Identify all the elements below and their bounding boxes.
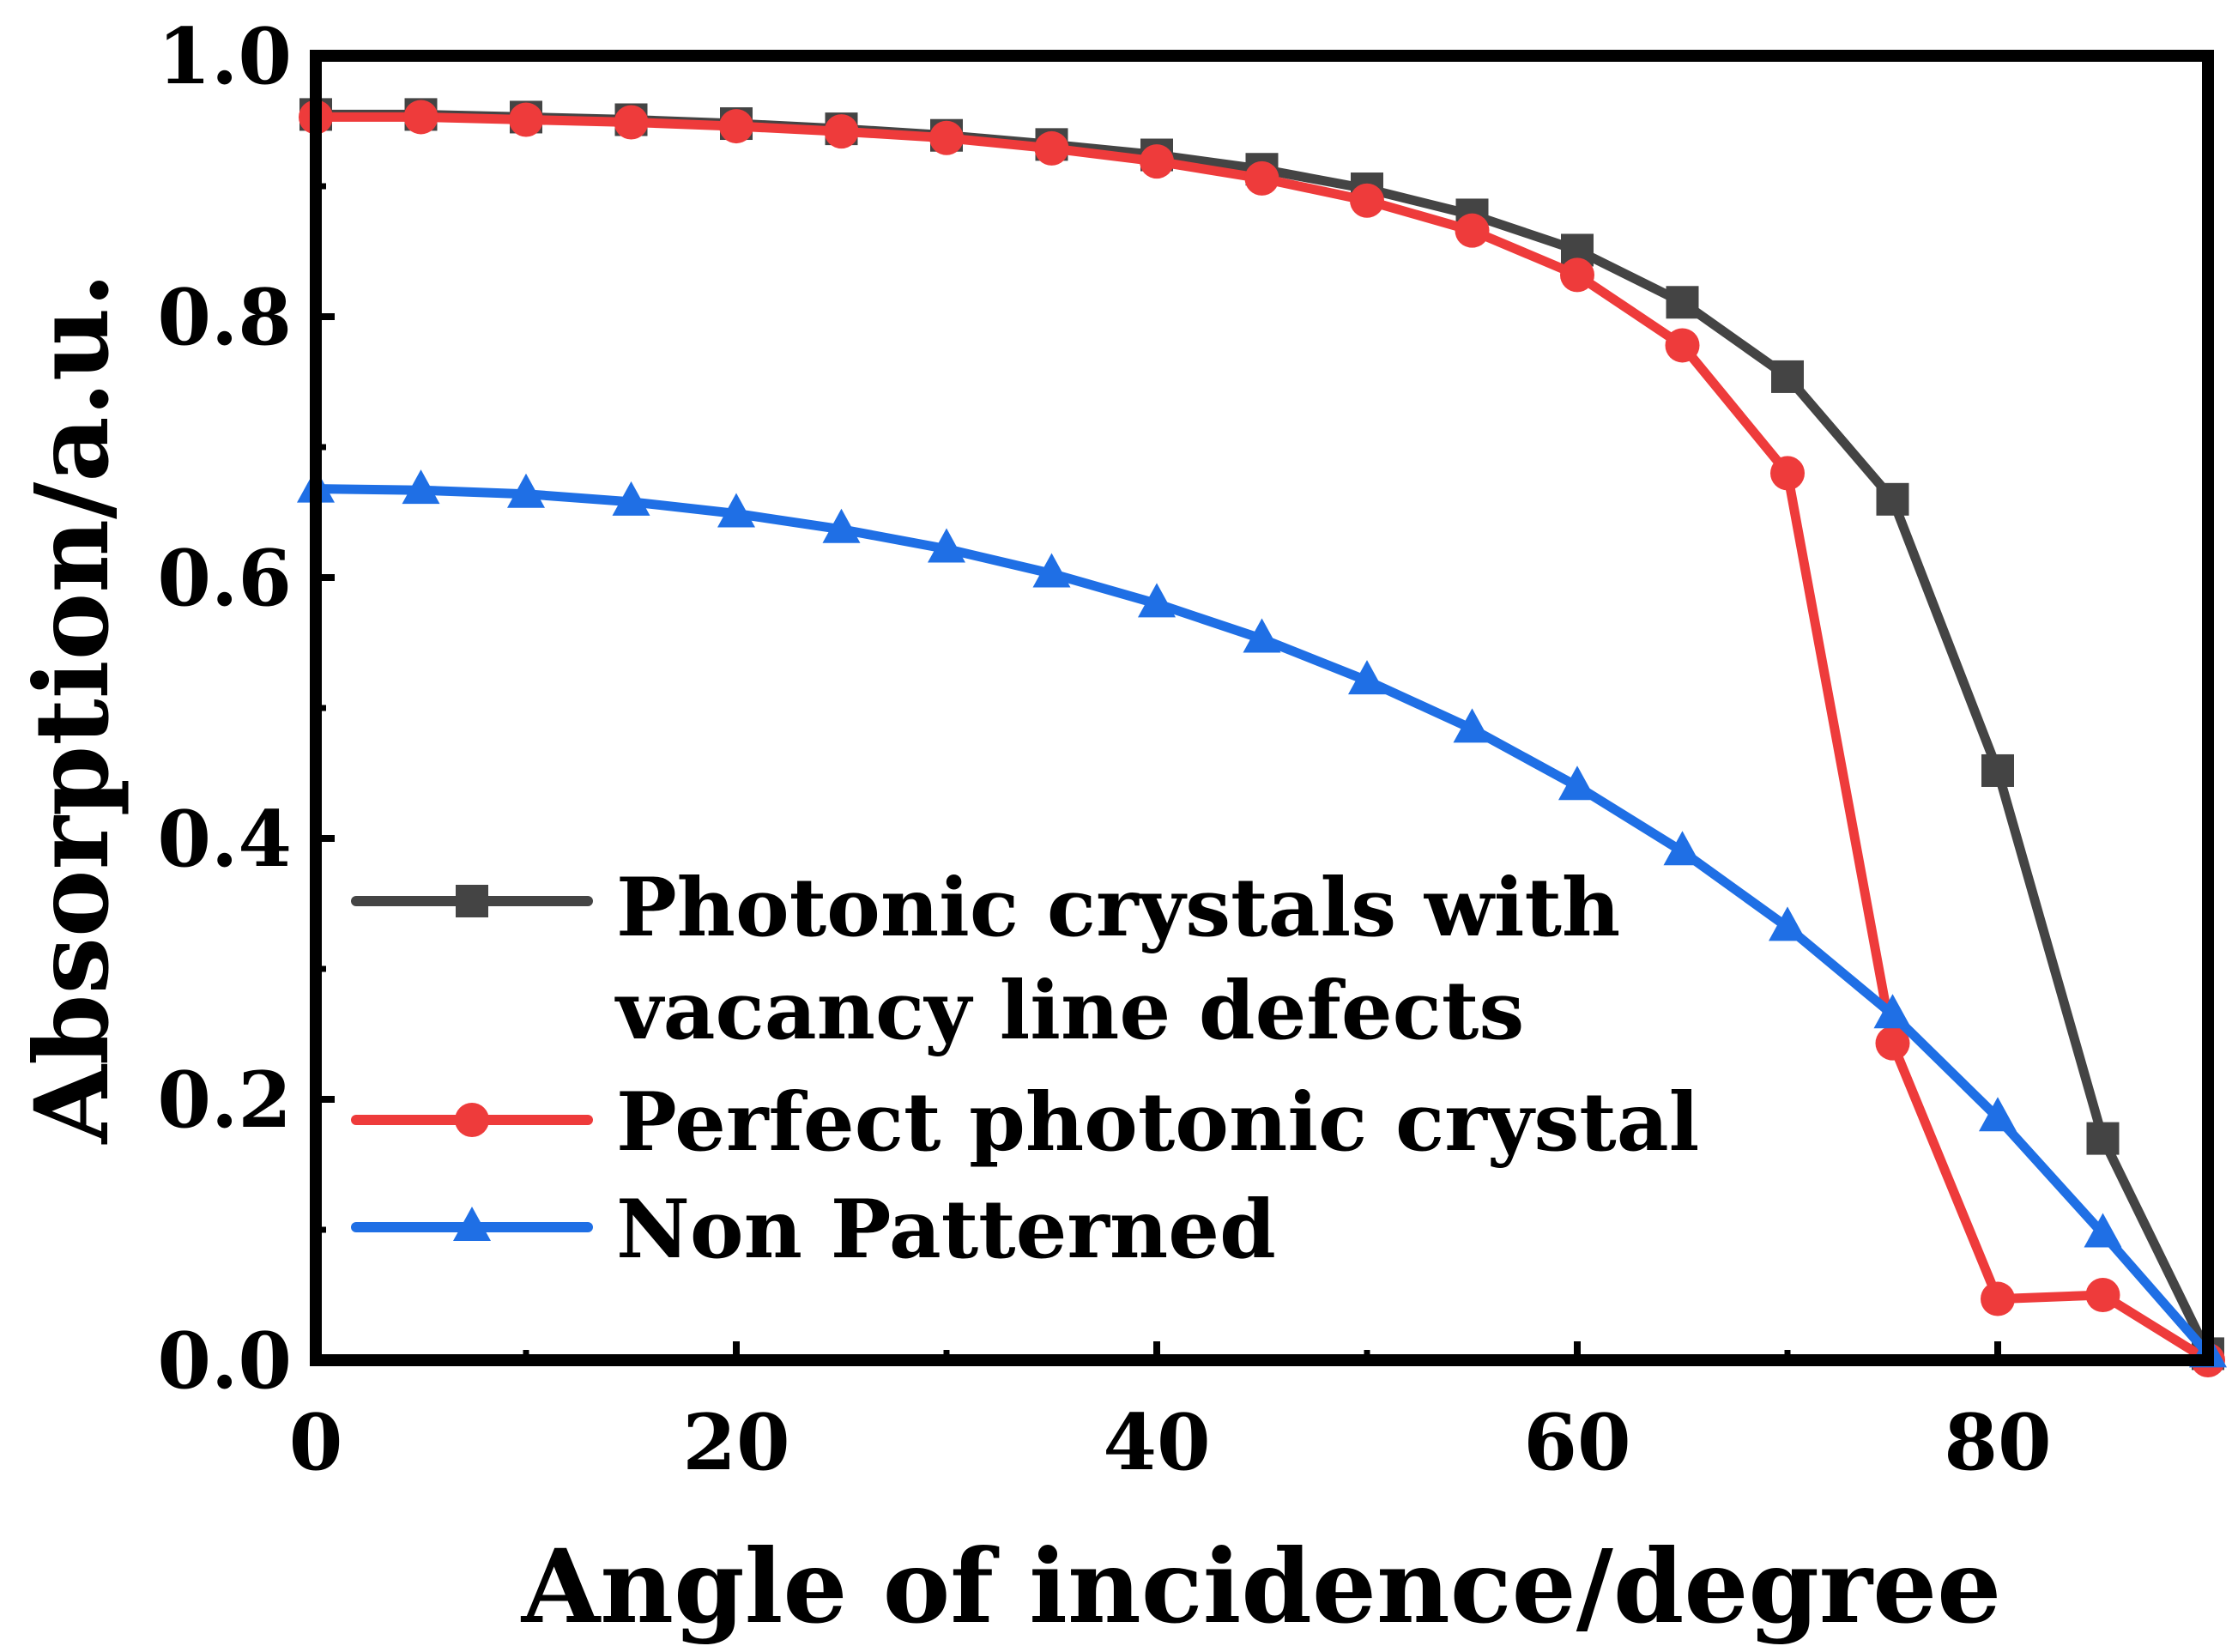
x-tick-label: 0 [289,1397,343,1488]
data-point-photonic-crystals-with-vacancy-line-defects [1666,286,1699,319]
x-tick-label: 20 [682,1397,789,1488]
y-tick-label: 0.8 [157,272,292,363]
y-tick-label: 0.6 [157,533,292,624]
data-point-perfect-photonic-crystal [403,100,439,135]
series-perfect-photonic-crystal [299,100,2225,1377]
data-point-non-patterned [612,481,650,516]
legend-entry-perfect-photonic-crystal: Perfect photonic crystal [351,1075,1699,1170]
legend-entry-non-patterned: Non Patterned [351,1183,1276,1277]
legend-label: Perfect photonic crystal [616,1075,1699,1170]
data-point-non-patterned [928,528,965,563]
data-point-non-patterned [1873,994,1912,1029]
data-point-non-patterned [822,508,861,543]
data-point-non-patterned [1979,1097,2017,1132]
legend-swatch-marker [456,885,488,917]
data-point-perfect-photonic-crystal [824,114,859,149]
legend-swatch-marker [453,1207,491,1241]
y-axis-title: Absorption/a.u. [12,272,131,1144]
data-point-photonic-crystals-with-vacancy-line-defects [1876,482,1909,516]
data-point-non-patterned [1663,831,1702,866]
data-point-non-patterned [1032,553,1071,588]
data-point-non-patterned [1348,660,1386,695]
data-point-perfect-photonic-crystal [614,105,649,140]
y-tick-label: 0.0 [157,1316,292,1407]
x-axis-title: Angle of incidence/degree [521,1527,2001,1646]
data-point-photonic-crystals-with-vacancy-line-defects [2086,1122,2120,1155]
series-line-perfect-photonic-crystal [311,112,2213,1365]
legend-label: vacancy line defects [614,964,1524,1058]
x-tick-label: 60 [1523,1397,1630,1488]
legend-swatch-marker [455,1103,489,1137]
data-point-non-patterned [1138,583,1176,618]
data-point-perfect-photonic-crystal [1034,130,1069,166]
data-point-perfect-photonic-crystal [1560,257,1594,293]
ticks-layer: 0 20 40 60 80 0.0 0.2 0.4 0.6 0.8 1.0 [157,11,2051,1488]
data-point-perfect-photonic-crystal [929,120,964,155]
data-point-perfect-photonic-crystal [1140,144,1174,179]
data-point-non-patterned [507,473,545,508]
legend-label: Photonic crystals with [616,861,1620,955]
data-point-non-patterned [1558,765,1596,801]
data-point-perfect-photonic-crystal [509,102,543,137]
data-point-non-patterned [1243,618,1281,653]
data-point-perfect-photonic-crystal [2085,1278,2120,1312]
series-layer [297,98,2227,1377]
data-point-non-patterned [1769,906,1806,941]
data-point-non-patterned [717,493,755,528]
data-point-perfect-photonic-crystal [1455,213,1490,248]
data-point-perfect-photonic-crystal [719,109,753,144]
series-photonic-crystals-with-vacancy-line-defects [299,98,2224,1371]
x-tick-label: 40 [1103,1397,1210,1488]
legend-label: Non Patterned [616,1183,1276,1277]
data-point-perfect-photonic-crystal [1981,1281,2015,1316]
data-point-perfect-photonic-crystal [1244,160,1279,196]
data-point-perfect-photonic-crystal [1350,183,1384,218]
x-tick-label: 80 [1944,1397,2051,1488]
data-point-non-patterned [2084,1213,2122,1248]
data-point-photonic-crystals-with-vacancy-line-defects [1771,360,1804,393]
data-point-non-patterned [402,469,440,505]
data-point-perfect-photonic-crystal [1665,328,1700,363]
data-point-perfect-photonic-crystal [1875,1026,1910,1061]
y-tick-label: 1.0 [157,11,292,102]
data-point-photonic-crystals-with-vacancy-line-defects [1981,753,2014,787]
data-point-perfect-photonic-crystal [1770,456,1805,491]
data-point-non-patterned [1453,708,1491,743]
y-tick-label: 0.2 [157,1055,292,1146]
y-tick-label: 0.4 [157,794,292,885]
